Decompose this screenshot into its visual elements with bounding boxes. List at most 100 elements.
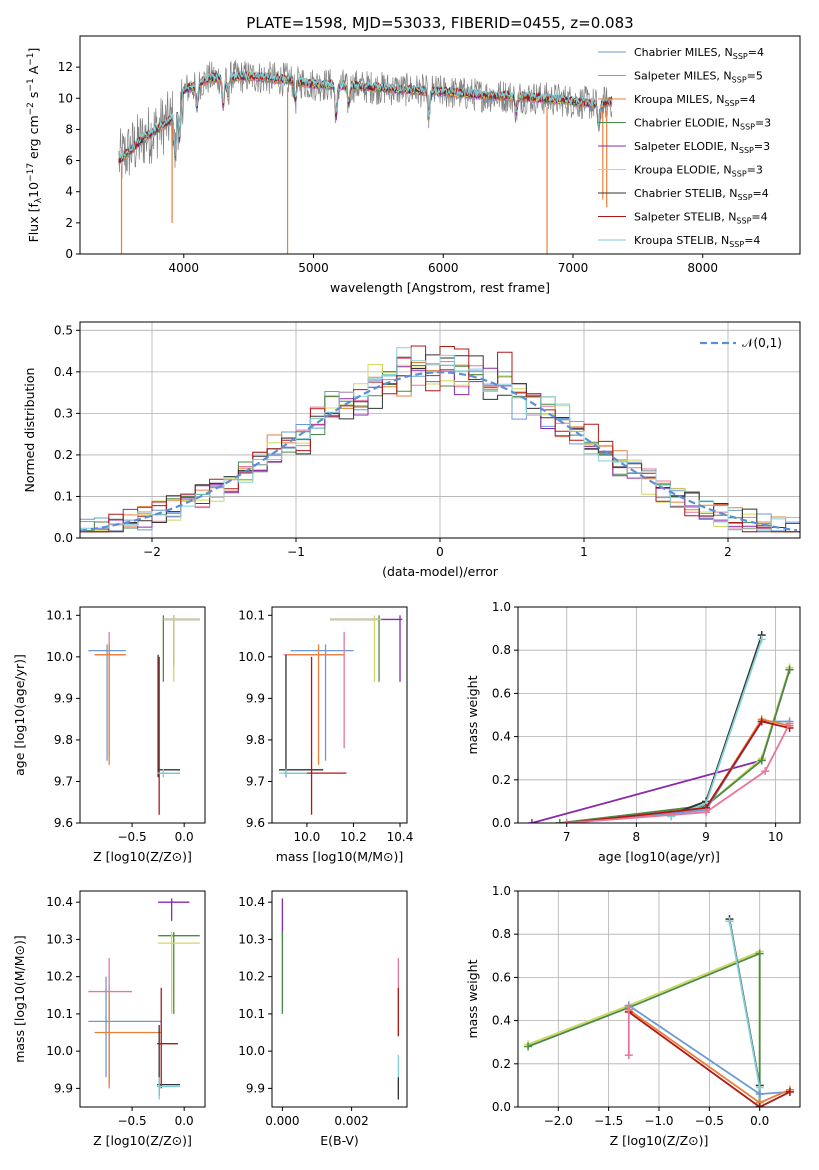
x-tick-label: 6000	[428, 261, 459, 275]
x-axis-label: age [log10(age/yr)]	[598, 849, 720, 864]
axes-frame	[271, 606, 408, 824]
y-tick-label: 0.8	[492, 643, 511, 657]
mass-vs-Z-panel: −0.5 0.0 9.9 10.0 10.1 10.2 10.3 10.4 Z [log10(Z…	[12, 890, 206, 1148]
y-axis-label: Normed distribution	[22, 368, 37, 493]
x-axis-label: wavelength [Angstrom, rest frame]	[330, 280, 550, 295]
weight-line	[728, 921, 761, 1107]
y-tick-label: 0.8	[492, 927, 511, 941]
axes-frame	[517, 606, 801, 824]
x-tick-label: 0.0	[175, 1114, 194, 1128]
y-tick-label: 10.1	[238, 1007, 265, 1021]
x-tick-label: 9	[702, 830, 710, 844]
y-tick-label: 0.0	[492, 816, 511, 830]
weight-line	[628, 1011, 791, 1107]
y-tick-label: 10.1	[238, 608, 265, 622]
x-tick-label: 7000	[558, 261, 589, 275]
x-tick-label: 10.2	[340, 830, 367, 844]
y-tick-label: 0.6	[492, 686, 511, 700]
y-tick-label: 10.0	[238, 1044, 265, 1058]
x-axis-label: Z [log10(Z/Z⊙)]	[610, 1133, 709, 1148]
line-plot	[527, 631, 794, 823]
y-axis-label: mass [log10(M/M⊙)]	[12, 935, 27, 1063]
y-tick-label: 9.8	[54, 733, 73, 747]
y-tick-label: 6	[65, 154, 73, 168]
y-tick-label: 0.2	[492, 1057, 511, 1071]
weight-line	[559, 669, 791, 823]
y-tick-label: 9.9	[246, 1081, 265, 1095]
legend-label: Kroupa ELODIE, NSSP=3	[634, 164, 763, 179]
residual-histogram	[80, 347, 800, 533]
y-tick-label: 10.4	[46, 895, 73, 909]
y-tick-label: 9.7	[246, 774, 265, 788]
x-tick-label: −1	[287, 545, 305, 559]
x-tick-label: −1.0	[644, 1114, 673, 1128]
x-tick-label: −0.5	[118, 1114, 147, 1128]
x-tick-label: 5000	[298, 261, 329, 275]
legend-label: Kroupa MILES, NSSP=4	[634, 93, 756, 108]
y-tick-label: 0	[65, 247, 73, 261]
y-tick-label: 10.0	[238, 650, 265, 664]
y-tick-label: 8	[65, 122, 73, 136]
model-spectrum	[118, 71, 613, 160]
x-tick-label: 2	[724, 545, 732, 559]
legend-label: Chabrier MILES, NSSP=4	[634, 46, 764, 61]
legend-label: Salpeter STELIB, NSSP=4	[634, 211, 768, 226]
gaussian-curve	[80, 371, 798, 532]
y-axis-label: Flux [fλ10−17 erg cm−2 s−1 A−1]	[26, 48, 44, 243]
y-tick-label: 9.9	[54, 1081, 73, 1095]
y-axis-label: age [log10(age/yr)]	[12, 654, 27, 776]
y-tick-label: 0.4	[54, 365, 73, 379]
x-tick-label: −1.5	[594, 1114, 623, 1128]
y-tick-label: 0.2	[54, 448, 73, 462]
x-tick-label: 10	[768, 830, 783, 844]
legend-label: 𝒩(0,1)	[742, 336, 782, 350]
figure-title: PLATE=1598, MJD=53033, FIBERID=0455, z=0…	[246, 14, 633, 32]
axes-frame	[79, 35, 801, 255]
x-tick-label: 0.000	[265, 1114, 299, 1128]
x-tick-label: 0.002	[334, 1114, 368, 1128]
x-axis-label: E(B-V)	[320, 1133, 359, 1148]
x-tick-label: 8	[633, 830, 641, 844]
y-tick-label: 0.0	[492, 1100, 511, 1114]
y-tick-label: 9.9	[54, 691, 73, 705]
x-tick-label: −2.0	[544, 1114, 573, 1128]
y-tick-label: 10.3	[238, 932, 265, 946]
spectrum-plot	[118, 60, 613, 254]
x-tick-label: 0.0	[175, 830, 194, 844]
massweight-vs-age-panel: 7 8 9 10 0.0 0.2 0.4 0.6 0.8 1.0 age [log10(age/yr…	[465, 600, 801, 864]
y-tick-label: 0.0	[54, 531, 73, 545]
x-tick-label: 4000	[169, 261, 200, 275]
weight-line	[566, 720, 790, 823]
x-axis-label: Z [log10(Z/Z⊙)]	[93, 849, 192, 864]
weight-line	[559, 667, 791, 823]
y-tick-label: 10.4	[238, 895, 265, 909]
x-axis-label: Z [log10(Z/Z⊙)]	[93, 1133, 192, 1148]
x-axis-label: (data-model)/error	[382, 564, 499, 579]
line-plot	[524, 915, 794, 1107]
weight-line	[527, 952, 761, 1107]
y-tick-label: 10.1	[46, 608, 73, 622]
x-tick-label: 10.4	[387, 830, 414, 844]
y-axis-label: mass weight	[465, 959, 480, 1038]
y-tick-label: 0.2	[492, 773, 511, 787]
y-tick-label: 0.5	[54, 323, 73, 337]
x-tick-label: 0.0	[750, 1114, 769, 1128]
y-tick-label: 10.0	[46, 650, 73, 664]
x-tick-label: −2	[143, 545, 161, 559]
weight-line	[670, 634, 763, 816]
mass-vs-EBV-panel: 0.000 0.002 9.9 10.0 10.1 10.2 10.3 10.4 E(B-V)	[238, 890, 408, 1148]
legend-label: Salpeter ELODIE, NSSP=3	[634, 140, 770, 155]
residual-histogram	[80, 354, 800, 533]
y-tick-label: 9.6	[246, 816, 265, 830]
residual-plot	[80, 345, 800, 533]
weight-line	[531, 669, 791, 823]
massweight-vs-Z-panel: −2.0 −1.5 −1.0 −0.5 0.0 0.0 0.2 0.4 0.6 0.8 1.0 Z […	[465, 884, 801, 1148]
y-tick-label: 4	[65, 185, 73, 199]
legend-label: Chabrier STELIB, NSSP=4	[634, 187, 769, 202]
age-vs-mass-panel: 10.0 10.2 10.4 9.6 9.7 9.8 9.9 10.0 10.1 mass [lo…	[238, 606, 414, 864]
y-tick-label: 0.4	[492, 1014, 511, 1028]
y-tick-label: 12	[58, 60, 73, 74]
x-tick-label: −0.5	[118, 830, 147, 844]
legend-label: Kroupa STELIB, NSSP=4	[634, 234, 760, 249]
